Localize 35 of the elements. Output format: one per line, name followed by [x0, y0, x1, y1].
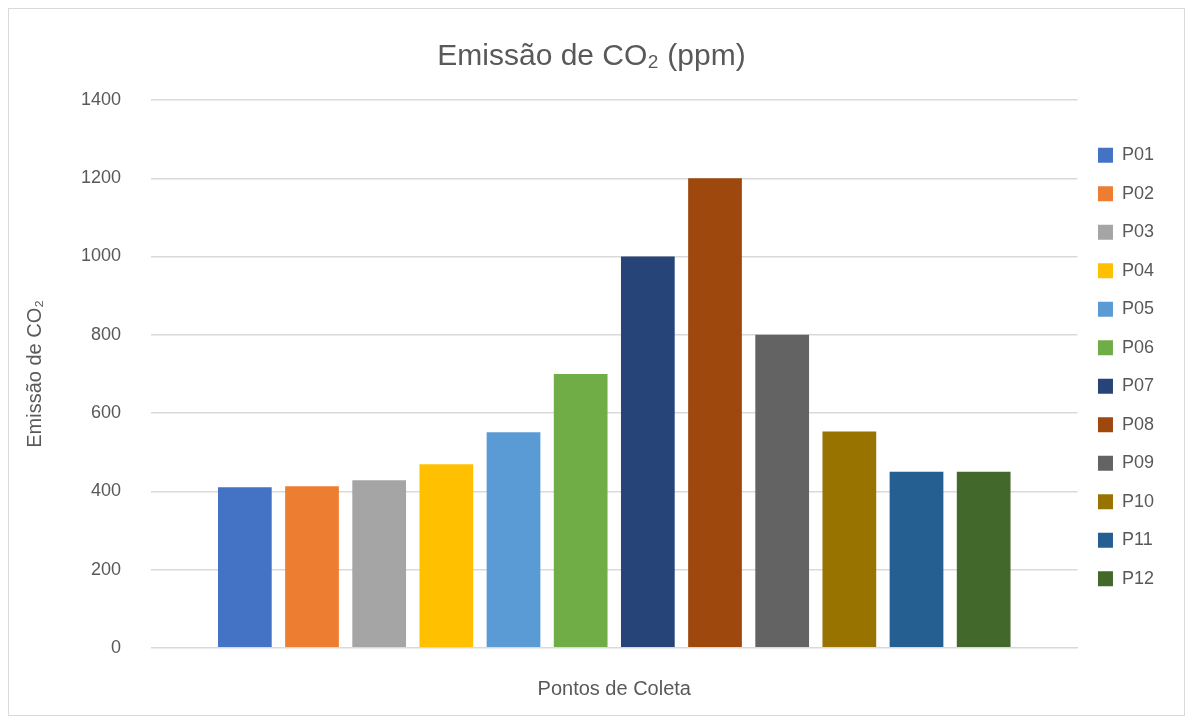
bar	[486, 432, 541, 648]
bar	[889, 471, 944, 648]
bar	[688, 178, 742, 648]
bar	[352, 480, 407, 648]
legend-label: P12	[1121, 567, 1154, 588]
y-tick-label: 0	[111, 636, 122, 657]
legend-label: P08	[1121, 413, 1154, 434]
legend-label: P10	[1121, 490, 1154, 511]
legend-label: P07	[1121, 375, 1154, 396]
bar	[620, 256, 675, 648]
y-tick-label: 1200	[81, 167, 122, 188]
y-axis-title: Emissão de CO₂	[22, 299, 45, 448]
y-tick-label: 200	[91, 558, 122, 579]
x-axis-title: Pontos de Coleta	[537, 676, 692, 699]
legend-label: P09	[1121, 452, 1154, 473]
y-tick-label: 1000	[81, 245, 122, 266]
bar	[822, 431, 877, 648]
legend-label: P02	[1121, 182, 1154, 203]
legend-label: P11	[1121, 529, 1153, 550]
bar	[217, 487, 272, 648]
chart-title: Emissão de CO₂ (ppm)	[437, 38, 746, 72]
bar	[419, 464, 474, 648]
bar	[553, 373, 608, 648]
legend-label: P06	[1121, 336, 1154, 357]
y-tick-label: 1400	[81, 88, 122, 109]
legend-label: P04	[1121, 259, 1154, 280]
bar	[956, 471, 1011, 648]
bar	[755, 334, 810, 648]
legend-label: P01	[1121, 144, 1154, 165]
y-tick-label: 600	[91, 402, 122, 422]
legend-label: P05	[1121, 298, 1154, 319]
y-tick-label: 800	[91, 323, 122, 344]
bar	[285, 486, 339, 648]
legend-label: P03	[1121, 221, 1154, 242]
y-tick-label: 400	[91, 480, 122, 501]
